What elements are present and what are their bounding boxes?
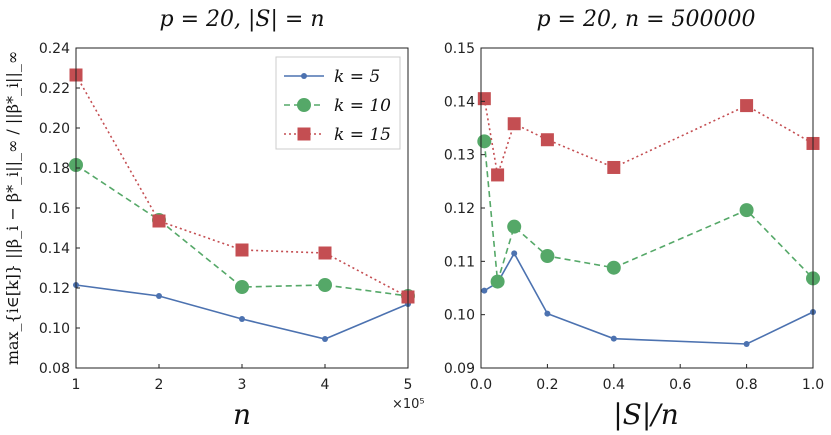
left-chart: p = 20, |S| = n 0.08 0.10 0.12 0.14 0.16 0.18… — [3, 7, 425, 431]
left-chart-title: p = 20, |S| = n — [160, 7, 325, 32]
right-series-line-k15 — [483, 98, 814, 176]
left-y-tick-label: 0.24 — [39, 41, 70, 57]
right-y-tick-label: 0.13 — [444, 148, 475, 164]
right-y-tick-label: 0.14 — [444, 94, 475, 110]
right-data-point-k10 — [477, 134, 492, 149]
left-x-tick-label: 3 — [238, 377, 247, 393]
right-data-point-k15 — [540, 133, 554, 147]
right-x-tick-label: 0.4 — [603, 377, 625, 393]
left-x-tick-label: 2 — [155, 377, 164, 393]
right-data-point-k5 — [743, 341, 750, 347]
right-x-tick-label: 1.0 — [802, 377, 824, 393]
left-data-point-k15 — [318, 246, 332, 260]
left-y-tick-label: 0.08 — [39, 361, 70, 377]
left-x-exponent: ×10⁵ — [392, 397, 425, 412]
right-x-tick-label: 0.2 — [536, 377, 558, 393]
right-y-tick-label: 0.15 — [444, 41, 475, 57]
right-x-tick-label: 0.6 — [669, 377, 691, 393]
right-y-tick-label: 0.11 — [444, 254, 475, 270]
right-x-axis-label: |S|/n — [613, 398, 679, 431]
right-data-point-k15 — [740, 99, 754, 113]
left-data-point-k5 — [322, 336, 328, 342]
legend-box — [275, 56, 401, 150]
right-data-point-k15 — [507, 117, 521, 131]
left-data-point-k10 — [235, 280, 249, 294]
legend-label: k = 5 — [334, 67, 380, 87]
legend-marker — [301, 73, 307, 79]
left-data-point-k15 — [235, 243, 249, 257]
left-x-tick-label: 1 — [72, 377, 81, 393]
right-data-point-k10 — [540, 249, 555, 263]
right-plot-frame — [480, 47, 814, 369]
right-data-point-k5 — [544, 310, 551, 317]
right-y-tick-label: 0.09 — [444, 361, 475, 377]
right-data-point-k5 — [610, 335, 617, 342]
right-data-point-k10 — [739, 203, 754, 218]
right-y-tick-label: 0.12 — [444, 201, 475, 217]
legend: k = 5 k = 10 k = 15 — [275, 56, 401, 150]
legend-label: k = 10 — [334, 96, 391, 116]
legend-marker — [297, 127, 311, 141]
left-y-tick-label: 0.16 — [39, 201, 70, 217]
right-series-line-k10 — [483, 141, 814, 282]
right-chart: p = 20, n = 500000 0.09 0.10 0.11 0.12 0.13 0… — [444, 7, 824, 431]
right-x-tick-label: 0.8 — [735, 377, 757, 393]
left-y-axis-label: max_{i∈[k]} ||β_i − β*_i||_∞ / ||β*_i||_… — [3, 51, 22, 365]
left-x-tick-label: 5 — [404, 377, 413, 393]
right-data-point-k15 — [607, 160, 621, 174]
right-data-point-k5 — [511, 250, 518, 257]
right-data-point-k10 — [606, 260, 621, 275]
left-y-tick-label: 0.22 — [39, 81, 70, 97]
left-x-tick-label: 4 — [321, 377, 330, 393]
right-data-point-k15 — [491, 168, 505, 182]
left-y-tick-label: 0.12 — [39, 281, 70, 297]
legend-label: k = 15 — [334, 125, 391, 145]
right-series-line-k5 — [483, 251, 814, 345]
left-y-tick-label: 0.10 — [39, 321, 70, 337]
left-series-line-k10 — [75, 164, 409, 297]
left-data-point-k10 — [318, 278, 332, 292]
left-y-tick-label: 0.18 — [39, 161, 70, 177]
right-chart-title: p = 20, n = 500000 — [536, 7, 755, 32]
left-data-point-k5 — [239, 316, 245, 322]
right-y-tick-label: 0.10 — [444, 308, 475, 324]
right-data-point-k5 — [481, 287, 488, 294]
right-data-point-k10 — [507, 219, 522, 234]
left-y-tick-label: 0.20 — [39, 121, 70, 137]
left-data-point-k5 — [156, 293, 162, 299]
right-x-tick-label: 0.0 — [470, 377, 492, 393]
legend-marker — [297, 98, 311, 112]
left-data-point-k15 — [152, 214, 166, 228]
right-data-point-k15 — [477, 92, 491, 106]
right-data-point-k10 — [490, 274, 505, 289]
left-y-tick-label: 0.14 — [39, 241, 70, 257]
left-x-axis-label: n — [233, 398, 251, 431]
